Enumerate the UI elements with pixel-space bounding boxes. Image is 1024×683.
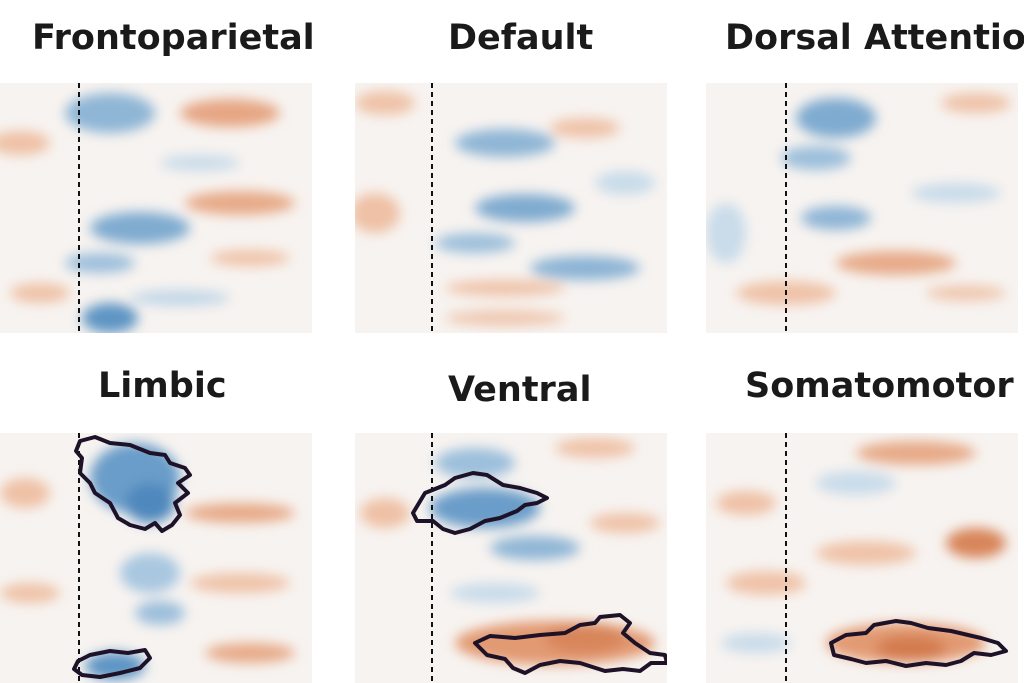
heatmap-ventral (355, 433, 667, 683)
heatmap-default (355, 83, 667, 333)
blob (65, 93, 155, 133)
panel-title-frontoparietal: Frontoparietal (32, 18, 315, 58)
heatmap-limbic (0, 433, 312, 683)
panel-title-limbic: Limbic (98, 366, 227, 406)
significance-contour (74, 435, 192, 533)
panel-title-default: Default (448, 18, 594, 58)
panel-title-ventral: Ventral (448, 370, 592, 410)
panel-title-somatomotor: Somatomotor (745, 366, 1014, 406)
significance-contour (411, 471, 549, 535)
heatmap-panel-dorsal-attention (706, 83, 1018, 333)
significance-contour (829, 619, 1008, 668)
heatmap-dorsal-attention (706, 83, 1018, 333)
heatmap-panel-ventral (355, 433, 667, 683)
panel-title-dorsal-attention: Dorsal Attention (725, 18, 1024, 58)
significance-contour (72, 648, 152, 679)
heatmap-frontoparietal (0, 83, 312, 333)
heatmap-panel-limbic (0, 433, 312, 683)
heatmap-panel-default (355, 83, 667, 333)
significance-contour (473, 613, 667, 675)
heatmap-panel-somatomotor (706, 433, 1018, 683)
heatmap-somatomotor (706, 433, 1018, 683)
heatmap-panel-frontoparietal (0, 83, 312, 333)
